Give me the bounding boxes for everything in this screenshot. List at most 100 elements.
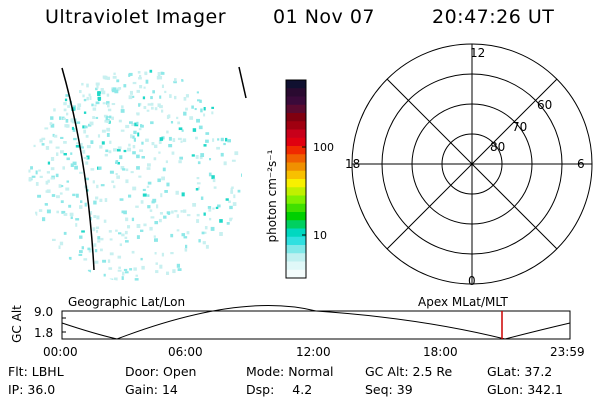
emission-pixel <box>108 150 112 154</box>
terminator-line <box>61 67 95 271</box>
emission-pixel <box>220 152 224 157</box>
emission-pixel <box>181 233 186 237</box>
emission-pixel <box>79 235 83 239</box>
emission-pixel <box>106 76 111 80</box>
emission-pixel <box>71 126 74 130</box>
emission-pixel <box>58 245 61 250</box>
emission-pixel <box>159 137 164 141</box>
emission-pixel <box>158 75 163 80</box>
emission-pixel <box>207 206 212 209</box>
emission-pixel <box>131 250 135 254</box>
emission-pixel <box>205 244 209 249</box>
emission-pixel <box>56 195 60 199</box>
emission-pixel <box>111 103 116 106</box>
emission-pixel <box>104 119 108 123</box>
emission-pixel <box>154 221 159 225</box>
emission-pixel <box>86 155 90 160</box>
altitude-curve <box>61 305 571 340</box>
emission-pixel <box>174 78 177 82</box>
emission-pixel <box>97 92 101 96</box>
emission-pixel <box>138 128 142 131</box>
emission-pixel <box>121 276 124 280</box>
emission-pixel <box>197 186 200 190</box>
emission-pixel <box>223 142 226 146</box>
emission-pixel <box>178 160 182 164</box>
emission-pixel <box>128 143 131 147</box>
emission-pixel <box>109 140 112 144</box>
emission-pixel <box>233 194 236 199</box>
emission-pixel <box>164 190 168 193</box>
emission-pixel <box>128 194 132 198</box>
emission-pixel <box>70 216 73 220</box>
emission-pixel <box>92 107 97 111</box>
emission-pixel <box>72 161 77 166</box>
emission-pixel <box>111 89 115 93</box>
observation-time: 20:47:26 UT <box>432 6 555 28</box>
emission-pixel <box>176 116 179 120</box>
emission-pixel <box>125 179 129 184</box>
emission-pixel <box>79 171 83 174</box>
emission-pixel <box>101 141 105 145</box>
emission-pixel <box>95 116 99 119</box>
emission-pixel <box>237 189 241 193</box>
emission-pixel <box>68 256 72 260</box>
colorbar-cell <box>286 113 306 122</box>
emission-pixel <box>31 175 36 178</box>
emission-pixel <box>44 127 49 130</box>
colorbar-cell <box>286 170 306 180</box>
emission-pixel <box>232 202 237 206</box>
emission-pixel <box>139 74 142 77</box>
emission-pixel <box>161 84 165 89</box>
emission-pixel <box>125 217 129 222</box>
emission-pixel <box>154 238 158 242</box>
emission-pixel <box>92 116 96 120</box>
emission-pixel <box>81 246 84 250</box>
emission-pixel <box>39 138 43 143</box>
emission-pixel <box>189 116 194 120</box>
emission-pixel <box>168 136 172 141</box>
colorbar-cell <box>286 220 306 229</box>
emission-pixel <box>63 141 67 144</box>
emission-pixel <box>114 277 118 281</box>
emission-pixel <box>147 194 150 197</box>
lat-label-60: 60 <box>537 98 553 112</box>
emission-pixel <box>223 161 227 166</box>
emission-pixel <box>196 182 201 185</box>
emission-pixel <box>231 159 236 162</box>
emission-pixel <box>171 210 174 214</box>
emission-pixel <box>129 121 133 124</box>
emission-pixel <box>85 134 89 138</box>
emission-pixel <box>195 155 199 159</box>
colorbar-cell <box>286 104 306 114</box>
emission-pixel <box>60 150 64 154</box>
emission-pixel <box>96 215 100 220</box>
timeline-plot <box>61 305 571 340</box>
emission-pixel <box>166 130 169 134</box>
emission-pixel <box>129 90 133 95</box>
emission-pixel <box>147 181 152 185</box>
emission-pixel <box>176 263 181 268</box>
emission-pixel <box>185 244 188 249</box>
emission-pixel <box>115 161 118 164</box>
emission-pixel <box>172 138 176 143</box>
emission-pixel <box>106 133 110 137</box>
emission-pixel <box>90 140 94 144</box>
emission-pixel <box>183 209 187 213</box>
emission-pixel <box>83 157 88 160</box>
colorbar-cell <box>286 253 306 262</box>
emission-pixel <box>38 169 41 172</box>
emission-pixel <box>158 140 162 144</box>
emission-pixel <box>83 98 87 102</box>
colorbar-cell <box>286 236 306 246</box>
emission-pixel <box>146 167 151 170</box>
colorbar-cell <box>286 88 306 97</box>
emission-pixel <box>117 146 122 150</box>
emission-pixel <box>183 236 188 239</box>
emission-pixel <box>53 134 58 138</box>
emission-pixel <box>109 238 113 241</box>
timeline-y-tick-9: 9.0 <box>34 305 54 319</box>
emission-pixel <box>169 94 172 98</box>
emission-pixel <box>117 269 122 272</box>
info-ip: IP: 36.0 <box>8 382 56 397</box>
emission-pixel <box>185 94 189 98</box>
